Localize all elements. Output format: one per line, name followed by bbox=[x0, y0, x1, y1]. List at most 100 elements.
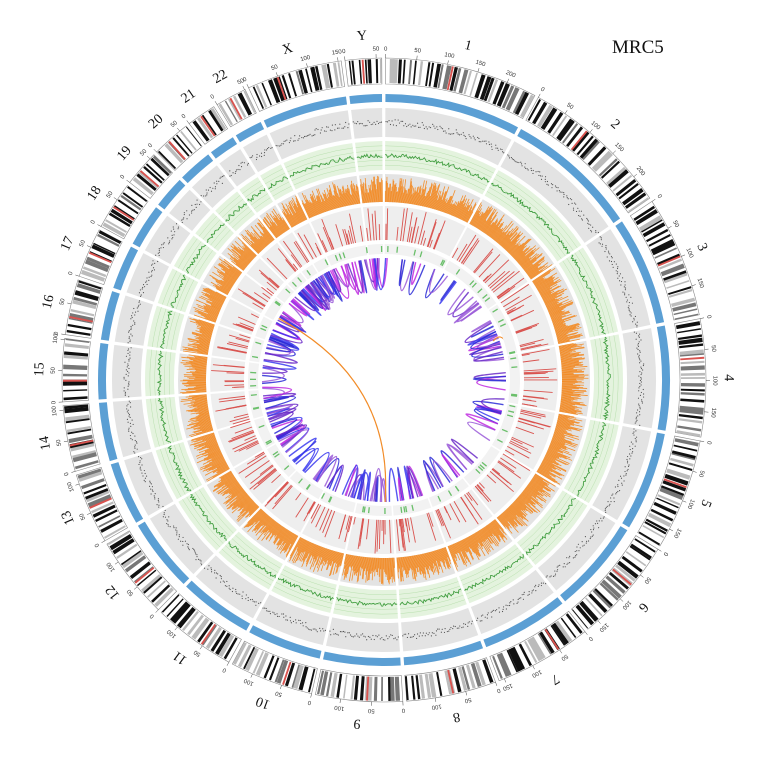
tick-mark bbox=[339, 699, 341, 704]
ideogram-band bbox=[654, 247, 678, 259]
orange-bar bbox=[283, 533, 296, 554]
orange-bar bbox=[274, 526, 284, 540]
orange-bar bbox=[528, 482, 543, 493]
orange-bar bbox=[340, 188, 345, 207]
green-gridline bbox=[532, 502, 584, 562]
orange-bar bbox=[464, 538, 470, 548]
segment-mark bbox=[298, 478, 303, 484]
orange-bar bbox=[436, 196, 442, 211]
red-bar bbox=[232, 437, 257, 450]
orange-bar bbox=[187, 396, 207, 399]
orange-bar bbox=[271, 523, 280, 535]
orange-bar bbox=[194, 405, 208, 409]
tick-label: 50 bbox=[126, 587, 135, 596]
orange-bar bbox=[514, 250, 524, 260]
red-bar bbox=[224, 384, 245, 386]
orange-bar bbox=[351, 194, 354, 205]
orange-bar bbox=[182, 383, 207, 385]
orange-bar bbox=[193, 424, 212, 430]
tick-mark bbox=[133, 586, 138, 590]
red-track-bg bbox=[451, 227, 528, 301]
green-gridline bbox=[235, 534, 281, 569]
orange-bar bbox=[559, 408, 582, 413]
red-bar bbox=[274, 482, 289, 498]
orange-bar bbox=[212, 277, 232, 290]
orange-bar bbox=[348, 555, 355, 582]
data-tracks bbox=[98, 94, 670, 666]
orange-bar bbox=[560, 352, 579, 357]
red-bar bbox=[404, 518, 407, 527]
green-gridline bbox=[182, 499, 221, 548]
orange-bar bbox=[550, 442, 568, 450]
orange-bar bbox=[249, 510, 264, 527]
tick-mark bbox=[667, 226, 672, 229]
orange-bar bbox=[243, 245, 256, 257]
orange-bar bbox=[512, 502, 522, 511]
orange-bar bbox=[228, 484, 241, 494]
orange-bar bbox=[477, 206, 493, 229]
orange-bar bbox=[404, 190, 408, 204]
tick-mark bbox=[692, 471, 697, 473]
orange-bar bbox=[547, 302, 563, 310]
green-gridline bbox=[231, 538, 279, 573]
orange-bar bbox=[188, 354, 208, 358]
tick-label: 0 bbox=[149, 612, 156, 619]
orange-bar bbox=[218, 470, 232, 479]
orange-bar bbox=[311, 190, 322, 214]
orange-bar bbox=[537, 280, 554, 291]
tick-label: 100 bbox=[711, 376, 717, 387]
orange-bar bbox=[273, 527, 285, 544]
orange-bar bbox=[546, 301, 558, 308]
orange-bar bbox=[232, 266, 242, 274]
ideogram-band bbox=[252, 86, 265, 109]
orange-bar bbox=[365, 557, 369, 583]
red-bar bbox=[402, 208, 408, 242]
orange-bar bbox=[408, 556, 412, 570]
orange-bar bbox=[397, 557, 400, 573]
scatter-track-bg bbox=[586, 229, 651, 331]
copy-number-band bbox=[656, 325, 670, 431]
orange-bar bbox=[211, 305, 221, 310]
green-gridline bbox=[467, 562, 531, 599]
orange-bar bbox=[483, 527, 497, 547]
plot-title: MRC5 bbox=[612, 37, 664, 58]
orange-bar bbox=[553, 432, 565, 437]
orange-bar bbox=[442, 198, 448, 213]
chr-label-18: 18 bbox=[85, 183, 105, 203]
segment-mark bbox=[250, 378, 257, 380]
orange-bar bbox=[367, 557, 370, 581]
orange-bar bbox=[199, 423, 212, 427]
orange-bar bbox=[288, 202, 300, 224]
orange-bar bbox=[419, 188, 424, 206]
red-bar bbox=[510, 438, 523, 445]
orange-bar bbox=[260, 236, 269, 246]
ideogram-band bbox=[121, 551, 144, 569]
orange-bar bbox=[269, 524, 281, 539]
ideogram-band bbox=[653, 501, 677, 515]
tick-label: 100 bbox=[444, 52, 456, 60]
orange-bar bbox=[395, 186, 397, 203]
green-line bbox=[225, 203, 247, 222]
ideogram-band bbox=[593, 152, 613, 172]
orange-bar bbox=[194, 399, 208, 402]
ideogram-band bbox=[291, 664, 300, 688]
orange-bar bbox=[188, 419, 211, 425]
copy-number-band bbox=[483, 597, 563, 648]
orange-bar bbox=[398, 557, 402, 582]
orange-bar bbox=[220, 471, 232, 479]
orange-bar bbox=[509, 505, 524, 519]
red-bar bbox=[378, 519, 381, 549]
orange-bar bbox=[231, 243, 252, 262]
orange-bar bbox=[223, 280, 233, 287]
orange-bar bbox=[486, 524, 496, 537]
orange-bar bbox=[453, 543, 459, 554]
centromere-mark bbox=[612, 568, 632, 586]
ideogram-band bbox=[617, 560, 639, 579]
orange-bar bbox=[561, 371, 584, 374]
orange-bar bbox=[467, 536, 478, 556]
orange-bar bbox=[328, 184, 337, 209]
orange-bar bbox=[277, 213, 289, 230]
orange-bar bbox=[533, 277, 544, 285]
segment-mark bbox=[250, 394, 257, 396]
orange-bar bbox=[478, 209, 492, 230]
